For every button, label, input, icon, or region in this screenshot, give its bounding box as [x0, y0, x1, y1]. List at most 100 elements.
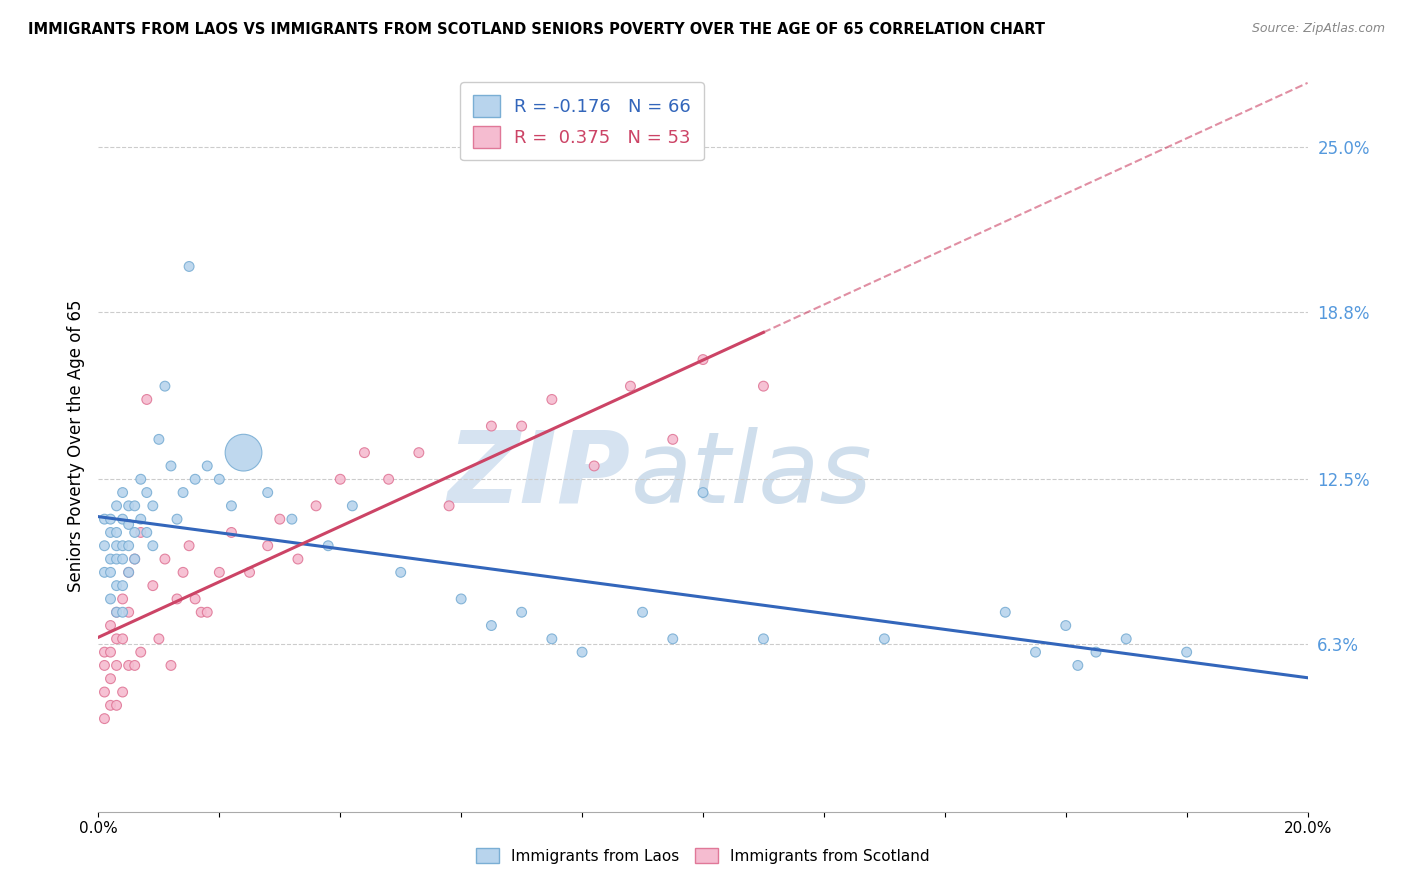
Point [100, 645, 122, 659]
Point [105, 605, 128, 619]
Point [752, 632, 775, 646]
Point [166, 512, 188, 526]
Text: atlas: atlas [630, 426, 872, 524]
Point [692, 485, 714, 500]
Point [124, 499, 146, 513]
Point [873, 632, 896, 646]
Point [100, 591, 122, 606]
Point [184, 591, 207, 606]
Point [129, 472, 152, 486]
Point [281, 512, 304, 526]
Y-axis label: Seniors Poverty Over the Age of 65: Seniors Poverty Over the Age of 65 [66, 300, 84, 592]
Point [510, 605, 533, 619]
Point [93, 685, 115, 699]
Point [118, 539, 141, 553]
Point [148, 433, 170, 447]
Point [142, 499, 165, 513]
Point [105, 539, 128, 553]
Point [135, 485, 157, 500]
Point [239, 566, 262, 580]
Point [1115, 632, 1137, 646]
Point [316, 539, 339, 553]
Point [184, 472, 207, 486]
Point [481, 419, 503, 434]
Point [153, 552, 176, 566]
Point [540, 632, 562, 646]
Point [93, 566, 115, 580]
Point [111, 512, 134, 526]
Point [105, 525, 128, 540]
Point [129, 525, 152, 540]
Point [269, 512, 291, 526]
Point [142, 579, 165, 593]
Point [100, 566, 122, 580]
Point [148, 632, 170, 646]
Point [111, 579, 134, 593]
Point [389, 566, 412, 580]
Point [179, 260, 201, 274]
Point [124, 552, 146, 566]
Point [256, 485, 278, 500]
Point [100, 698, 122, 713]
Point [450, 591, 472, 606]
Point [692, 352, 714, 367]
Point [124, 552, 146, 566]
Point [118, 499, 141, 513]
Point [105, 579, 128, 593]
Point [100, 552, 122, 566]
Point [100, 618, 122, 632]
Text: IMMIGRANTS FROM LAOS VS IMMIGRANTS FROM SCOTLAND SENIORS POVERTY OVER THE AGE OF: IMMIGRANTS FROM LAOS VS IMMIGRANTS FROM … [28, 22, 1045, 37]
Point [118, 605, 141, 619]
Point [105, 658, 128, 673]
Point [221, 525, 243, 540]
Point [221, 499, 243, 513]
Point [111, 539, 134, 553]
Point [124, 658, 146, 673]
Point [129, 512, 152, 526]
Point [287, 552, 309, 566]
Point [377, 472, 399, 486]
Point [583, 458, 606, 473]
Point [93, 539, 115, 553]
Point [256, 539, 278, 553]
Point [437, 499, 460, 513]
Point [135, 392, 157, 407]
Point [153, 379, 176, 393]
Point [105, 499, 128, 513]
Point [93, 512, 115, 526]
Point [129, 645, 152, 659]
Point [408, 445, 430, 459]
Point [100, 672, 122, 686]
Point [93, 645, 115, 659]
Point [111, 605, 134, 619]
Point [111, 685, 134, 699]
Point [510, 419, 533, 434]
Point [111, 591, 134, 606]
Point [208, 472, 231, 486]
Text: Source: ZipAtlas.com: Source: ZipAtlas.com [1251, 22, 1385, 36]
Point [105, 605, 128, 619]
Point [118, 517, 141, 532]
Text: ZIP: ZIP [447, 426, 630, 524]
Point [111, 552, 134, 566]
Point [1085, 645, 1108, 659]
Point [540, 392, 562, 407]
Point [1067, 658, 1090, 673]
Point [190, 605, 212, 619]
Point [232, 445, 254, 459]
Point [619, 379, 641, 393]
Point [105, 632, 128, 646]
Point [208, 566, 231, 580]
Point [105, 698, 128, 713]
Point [118, 658, 141, 673]
Point [1054, 618, 1077, 632]
Point [305, 499, 328, 513]
Point [329, 472, 352, 486]
Point [160, 658, 183, 673]
Point [631, 605, 654, 619]
Point [752, 379, 775, 393]
Point [1024, 645, 1046, 659]
Point [93, 712, 115, 726]
Point [179, 539, 201, 553]
Point [661, 632, 683, 646]
